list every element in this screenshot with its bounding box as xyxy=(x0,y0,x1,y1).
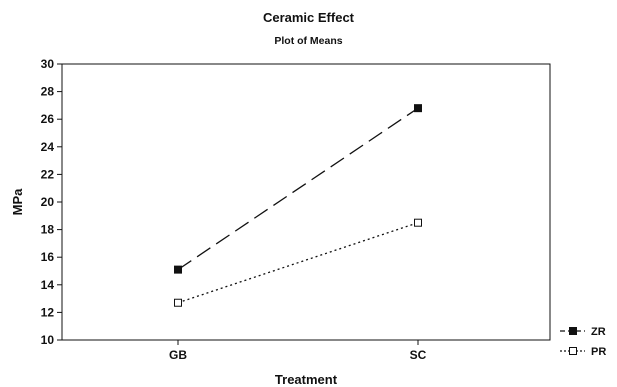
y-tick-label: 16 xyxy=(41,250,55,264)
y-tick-label: 18 xyxy=(41,223,55,237)
legend: ZR PR xyxy=(560,326,606,358)
y-axis-label: MPa xyxy=(10,188,25,216)
data-point-pr-sc xyxy=(414,218,422,227)
series-line-zr xyxy=(177,107,419,271)
legend-marker-zr xyxy=(569,327,577,335)
data-point-zr-gb xyxy=(174,265,182,274)
x-axis-label: Treatment xyxy=(275,372,338,387)
y-tick-label: 14 xyxy=(41,278,55,292)
y-tick-label: 26 xyxy=(41,112,55,126)
chart-subtitle: Plot of Means xyxy=(274,35,343,47)
legend-marker-pr xyxy=(569,347,577,355)
legend-label-pr: PR xyxy=(591,346,606,358)
data-point-zr-sc xyxy=(414,104,422,113)
data-point-pr-gb xyxy=(174,298,182,307)
y-tick-label: 10 xyxy=(41,333,55,347)
y-tick-label: 24 xyxy=(41,140,55,154)
x-axis: GB SC xyxy=(169,340,427,362)
legend-label-zr: ZR xyxy=(591,326,606,338)
y-tick-label: 20 xyxy=(41,195,55,209)
chart-title: Ceramic Effect xyxy=(262,10,355,25)
y-tick-label: 22 xyxy=(41,167,55,181)
y-tick-label: 28 xyxy=(41,85,55,99)
y-axis: 10 12 14 16 18 20 22 24 26 28 30 xyxy=(41,57,62,347)
series-line-pr xyxy=(177,222,419,304)
x-tick-label: SC xyxy=(410,348,427,362)
y-tick-label: 30 xyxy=(41,57,55,71)
plot-frame xyxy=(61,63,551,341)
x-tick-label: GB xyxy=(169,348,187,362)
y-tick-label: 12 xyxy=(41,305,55,319)
series-layer xyxy=(174,104,422,307)
